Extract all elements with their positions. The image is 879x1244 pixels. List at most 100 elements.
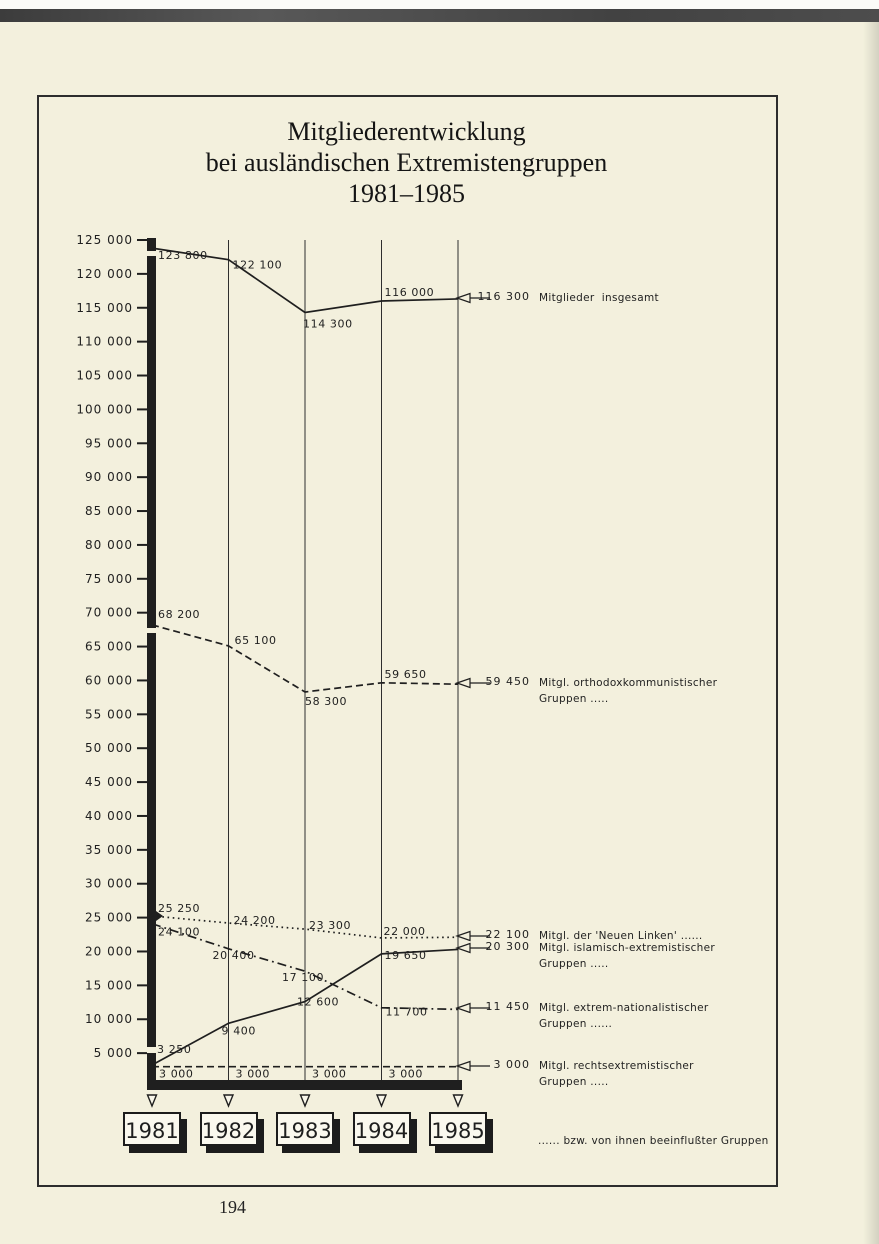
- chart-title-line1: Mitgliederentwicklung: [287, 117, 526, 146]
- point-value-label: 123 800: [158, 249, 208, 262]
- annotation-value: 3 000: [493, 1057, 530, 1071]
- y-axis-bar: [147, 238, 156, 1090]
- annotation-series-label: Mitgl. extrem-nationalistischer Gruppen .…: [539, 1002, 709, 1031]
- point-value-label: 23 300: [309, 919, 351, 932]
- y-tick-label: 10 000: [85, 1012, 133, 1026]
- axis-gap-1: [146, 628, 157, 633]
- y-tick-label: 120 000: [76, 267, 133, 281]
- left-arrow-icon: [455, 1003, 490, 1014]
- chart-title-line3: 1981–1985: [348, 179, 465, 208]
- y-tick-label: 70 000: [85, 606, 133, 620]
- y-tick-label: 50 000: [85, 741, 133, 755]
- point-value-label: 24 100: [158, 926, 200, 939]
- axis-diamond-marker: [149, 911, 163, 921]
- point-value-label: 9 400: [222, 1024, 257, 1037]
- page-number: 194: [219, 1197, 246, 1217]
- annotation-row: 59 450 Mitgl. orthodoxkommunistischer Grup…: [455, 674, 785, 726]
- y-tick-label: 80 000: [85, 538, 133, 552]
- point-value-label: 59 650: [385, 668, 427, 681]
- series-line: [151, 247, 459, 314]
- y-tick-label: 105 000: [76, 369, 133, 383]
- y-tick-label: 55 000: [85, 707, 133, 721]
- annotation-value: 22 100: [485, 928, 530, 942]
- annotation-series-label: Mitgl. islamisch-extremistischer Gruppen …: [539, 942, 715, 971]
- year-pointer-triangle: [222, 1094, 235, 1108]
- year-pointer-triangle: [375, 1094, 388, 1108]
- left-arrow-icon: [455, 292, 490, 304]
- point-value-label: 20 400: [213, 949, 255, 962]
- annotation-series-label: Mitglieder insgesamt: [539, 291, 659, 304]
- year-pointer-triangle: [452, 1094, 464, 1108]
- y-tick-label: 45 000: [85, 775, 133, 789]
- point-value-label: 11 700: [386, 1006, 428, 1019]
- y-tick-label: 75 000: [85, 572, 133, 586]
- point-value-label: 58 300: [305, 695, 347, 708]
- y-tick-label: 85 000: [85, 504, 133, 518]
- point-value-label: 3 000: [236, 1068, 271, 1081]
- annotation-value: 20 300: [485, 940, 530, 954]
- point-value-label: 114 300: [303, 318, 353, 331]
- y-tick-label: 5 000: [94, 1046, 133, 1060]
- year-pointer-triangle: [146, 1094, 158, 1108]
- annotation-row: 11 450 Mitgl. extrem-nationalistischer Gru…: [455, 999, 785, 1051]
- scan-edge-white: [0, 0, 879, 9]
- point-value-label: 25 250: [158, 902, 200, 915]
- y-tick-label: 15 000: [85, 978, 133, 992]
- annotation-row: 3 000 Mitgl. rechtsextremistischer Gruppen…: [455, 1057, 785, 1109]
- y-tick-label: 115 000: [76, 301, 133, 315]
- footnote-legend-note: ...... bzw. von ihnen beeinflußter Grupp…: [538, 1135, 769, 1147]
- annotation-series-label: Mitgl. rechtsextremistischer Gruppen ....…: [539, 1059, 694, 1088]
- y-tick-label: 100 000: [76, 402, 133, 416]
- point-value-label: 122 100: [233, 259, 283, 272]
- y-tick-label: 65 000: [85, 640, 133, 654]
- point-value-label: 3 000: [312, 1068, 347, 1081]
- y-tick-label: 90 000: [85, 470, 133, 484]
- y-tick-label: 30 000: [85, 877, 133, 891]
- y-tick-label: 110 000: [76, 335, 133, 349]
- chart-title: Mitgliederentwicklung bei ausländischen …: [37, 116, 776, 209]
- annotation-value: 116 300: [477, 289, 530, 303]
- annotation-series-label: Mitgl. der 'Neuen Linken' ......: [539, 930, 703, 943]
- annotation-value: 11 450: [485, 1000, 530, 1014]
- year-box-1981: 1981: [123, 1112, 181, 1146]
- point-value-label: 24 200: [234, 914, 276, 927]
- series-line: [151, 922, 459, 1011]
- point-value-label: 3 250: [157, 1043, 192, 1056]
- series-line: [151, 624, 459, 693]
- y-tick-label: 95 000: [85, 436, 133, 450]
- point-value-label: 116 000: [385, 286, 435, 299]
- point-value-label: 3 000: [159, 1068, 194, 1081]
- page-edge-shadow: [863, 22, 879, 1244]
- annotation-row: 22 100 Mitgl. der 'Neuen Linken' ......: [455, 927, 785, 979]
- y-tick-label: 35 000: [85, 843, 133, 857]
- axis-gap-2: [146, 1047, 157, 1053]
- point-value-label: 12 600: [297, 996, 339, 1009]
- annotation-value: 59 450: [485, 675, 530, 689]
- y-tick-label: 60 000: [85, 673, 133, 687]
- left-arrow-icon: [455, 1060, 490, 1072]
- series-line: [151, 948, 459, 1066]
- y-tick-label: 125 000: [76, 233, 133, 247]
- annotation-row: 20 300 Mitgl. islamisch-extremistischer Gr…: [455, 939, 785, 991]
- axis-gap-0: [146, 251, 157, 256]
- annotation-row: 116 300 Mitglieder insgesamt: [455, 289, 785, 341]
- point-value-label: 65 100: [235, 634, 277, 647]
- scan-edge-dark-bar: [0, 9, 879, 22]
- point-value-label: 19 650: [385, 949, 427, 962]
- series-line: [151, 915, 459, 939]
- point-value-label: 68 200: [158, 608, 200, 621]
- left-arrow-icon: [455, 943, 490, 954]
- year-box-1984: 1984: [352, 1112, 411, 1146]
- year-box-1985: 1985: [429, 1112, 487, 1146]
- y-tick-label: 40 000: [85, 809, 133, 823]
- x-axis-bar: [147, 1080, 462, 1090]
- point-value-label: 17 100: [282, 971, 324, 984]
- year-box-1983: 1983: [276, 1112, 334, 1146]
- chart-frame-border: [37, 95, 778, 1187]
- year-pointer-triangle: [299, 1094, 311, 1108]
- point-value-label: 22 000: [384, 925, 426, 938]
- left-arrow-icon: [455, 677, 490, 689]
- chart-title-line2: bei ausländischen Extremistengruppen: [205, 148, 608, 177]
